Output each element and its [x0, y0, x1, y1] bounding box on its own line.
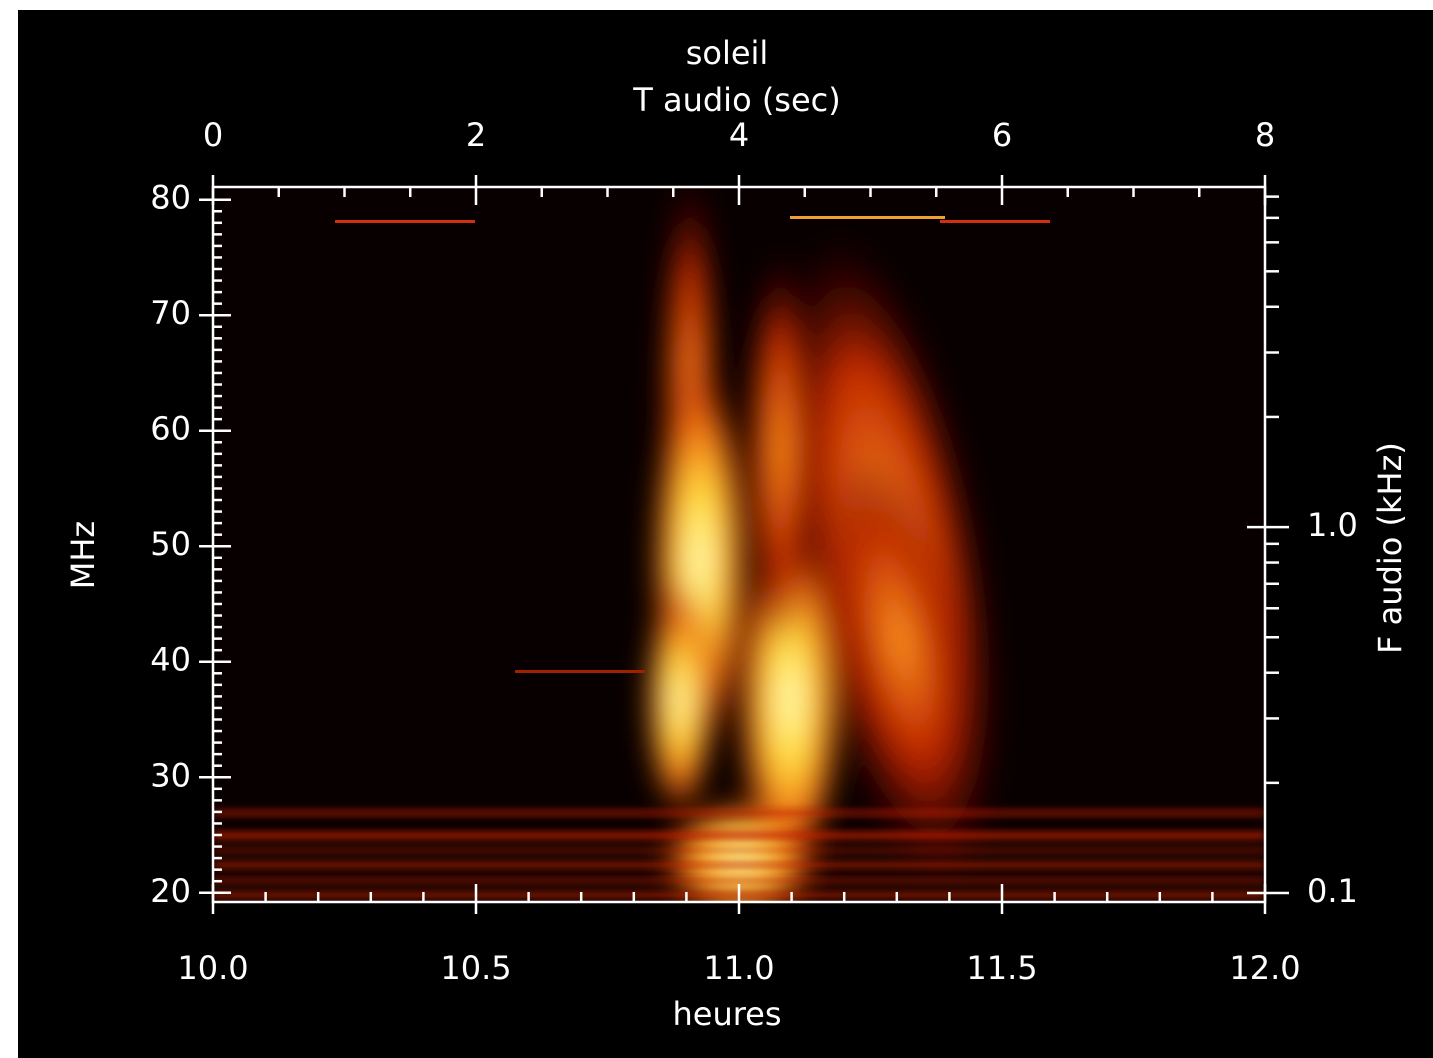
x-tick-label: 10.5	[440, 949, 511, 987]
x-tick-label: 10.0	[177, 949, 248, 987]
y-tick-label: 20	[150, 872, 191, 910]
y-tick-label: 60	[150, 410, 191, 448]
x-tick-label: 11.0	[703, 949, 774, 987]
x2-tick-label: 4	[729, 116, 749, 154]
y-tick-label: 70	[150, 294, 191, 332]
y2-tick-label: 0.1	[1307, 872, 1358, 910]
chart-title: soleil	[686, 34, 769, 72]
y-tick-label: 80	[150, 179, 191, 217]
y-tick-label: 50	[150, 525, 191, 563]
x-tick-label: 11.5	[966, 949, 1037, 987]
y2-axis-label: F audio (kHz)	[1371, 442, 1409, 654]
spectrogram-image	[213, 187, 1265, 902]
x2-tick-label: 0	[203, 116, 223, 154]
y-axis-label: MHz	[64, 521, 102, 589]
x2-axis-label: T audio (sec)	[632, 81, 840, 119]
x2-tick-label: 8	[1255, 116, 1275, 154]
x-tick-label: 12.0	[1229, 949, 1300, 987]
x2-tick-label: 6	[992, 116, 1012, 154]
x-axis-label: heures	[672, 995, 781, 1033]
x2-tick-label: 2	[466, 116, 486, 154]
y-tick-label: 40	[150, 641, 191, 679]
y2-tick-label: 1.0	[1307, 506, 1358, 544]
y-tick-label: 30	[150, 756, 191, 794]
